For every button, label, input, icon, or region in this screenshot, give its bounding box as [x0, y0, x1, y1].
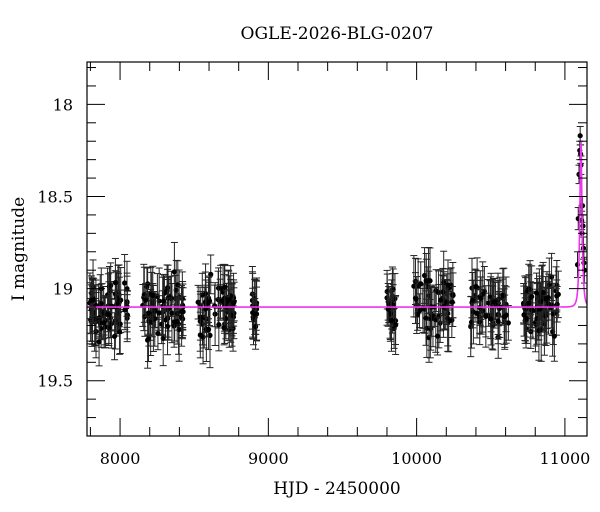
data-point [448, 285, 456, 319]
data-point [253, 286, 261, 342]
data-point [387, 289, 395, 352]
data-point [88, 277, 96, 324]
data-point [392, 295, 400, 355]
data-point [159, 273, 167, 329]
data-point [539, 261, 547, 324]
data-point [544, 280, 552, 315]
plot-frame [86, 61, 588, 437]
data-point [100, 286, 108, 340]
data-point [170, 241, 178, 302]
data-point [104, 296, 112, 333]
data-point [434, 316, 442, 356]
data-point [142, 282, 150, 318]
data-point [95, 317, 103, 367]
model-curve-layer [87, 141, 587, 308]
data-point [469, 272, 477, 329]
data-point [384, 291, 392, 327]
data-point [412, 280, 420, 318]
data-point [482, 285, 490, 348]
x-tick-label: 8000 [100, 449, 141, 468]
y-tick-label: 18.5 [37, 187, 73, 206]
data-point [427, 286, 435, 351]
data-point [432, 286, 440, 353]
data-point [444, 259, 452, 311]
data-point [116, 294, 124, 354]
data-point [487, 298, 495, 340]
y-tick-label: 18 [53, 95, 73, 114]
data-point [149, 265, 157, 326]
data-point [221, 263, 229, 311]
data-point [537, 282, 545, 321]
data-point [437, 269, 445, 332]
data-point [140, 263, 148, 332]
data-point [426, 247, 434, 315]
data-point [170, 304, 178, 348]
data-point [155, 295, 163, 331]
data-point [449, 272, 457, 319]
axis-ticks [87, 62, 587, 437]
data-point [574, 251, 582, 279]
data-point [111, 312, 119, 361]
chart-title: OGLE-2026-BLG-0207 [240, 24, 434, 44]
data-point [520, 293, 528, 337]
x-tick-label: 10000 [391, 449, 442, 468]
data-point [230, 279, 238, 327]
data-point [472, 269, 480, 304]
y-tick-label: 19 [53, 280, 73, 299]
data-points-layer [87, 125, 587, 369]
data-point [220, 310, 228, 346]
data-point [175, 297, 183, 362]
y-axis-label: I magnitude [9, 197, 29, 301]
x-axis-label: HJD - 2450000 [273, 479, 401, 499]
data-point [225, 275, 233, 325]
data-point [550, 310, 558, 362]
data-point [151, 291, 159, 347]
x-tick-label: 11000 [539, 449, 590, 468]
data-point [179, 295, 187, 328]
data-point [528, 265, 536, 329]
data-point [116, 308, 124, 355]
data-point [145, 291, 153, 335]
x-tick-label: 9000 [248, 449, 289, 468]
data-point [501, 285, 509, 348]
data-point [196, 311, 204, 359]
model-fit-curve [87, 141, 587, 308]
tick-labels: 8000 9000 10000 11000 18 18.5 19 19.5 [37, 95, 590, 468]
y-tick-label: 19.5 [37, 372, 73, 391]
data-point [533, 272, 541, 314]
data-point [525, 274, 533, 332]
data-point [477, 276, 485, 320]
data-point [121, 289, 129, 331]
